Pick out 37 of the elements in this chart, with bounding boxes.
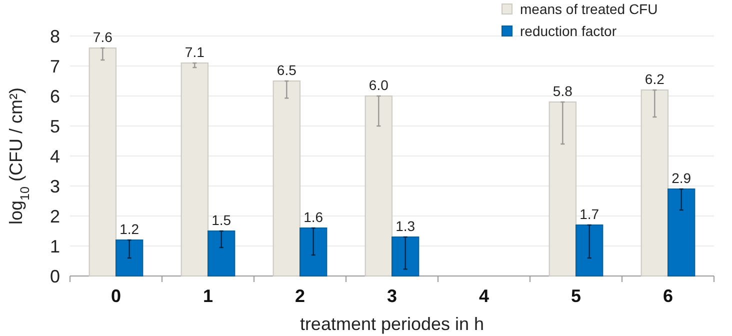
- x-tick-label: 0: [110, 286, 122, 306]
- data-label: 1.2: [120, 221, 140, 237]
- data-label: 7.1: [184, 44, 205, 60]
- y-tick-label: 4: [50, 146, 60, 166]
- bar: [668, 188, 696, 276]
- bar: [576, 224, 604, 276]
- y-tick-label: 3: [50, 176, 60, 196]
- legend-label: reduction factor: [520, 22, 617, 39]
- y-tick-label: 1: [50, 236, 60, 256]
- x-tick-label: 6: [662, 286, 674, 306]
- y-tick-label: 7: [50, 56, 60, 76]
- bar: [392, 236, 420, 276]
- data-label: 7.6: [92, 29, 113, 45]
- x-axis-title: treatment periodes in h: [300, 314, 484, 334]
- data-label: 1.6: [304, 209, 324, 225]
- data-label: 2.9: [672, 170, 692, 186]
- legend-label: means of treated CFU: [520, 0, 658, 17]
- data-label: 1.3: [396, 218, 416, 234]
- y-tick-label: 0: [50, 266, 60, 286]
- data-label: 6.2: [644, 71, 665, 87]
- y-tick-label: 5: [50, 116, 60, 136]
- bar: [116, 240, 144, 276]
- data-label: 1.7: [580, 206, 600, 222]
- data-label: 6.5: [276, 62, 297, 78]
- x-tick-label: 5: [570, 286, 582, 306]
- y-tick-label: 2: [50, 206, 60, 226]
- data-label: 5.8: [552, 83, 573, 99]
- x-tick-label: 2: [294, 286, 306, 306]
- x-tick-label: 3: [386, 286, 398, 306]
- x-tick-label: 1: [202, 286, 214, 306]
- x-tick-label: 4: [478, 286, 490, 306]
- bar: [300, 228, 328, 276]
- data-label: 1.5: [212, 212, 232, 228]
- data-label: 6.0: [368, 77, 389, 93]
- bar: [208, 230, 236, 276]
- y-tick-label: 6: [50, 86, 60, 106]
- y-tick-label: 8: [50, 26, 60, 46]
